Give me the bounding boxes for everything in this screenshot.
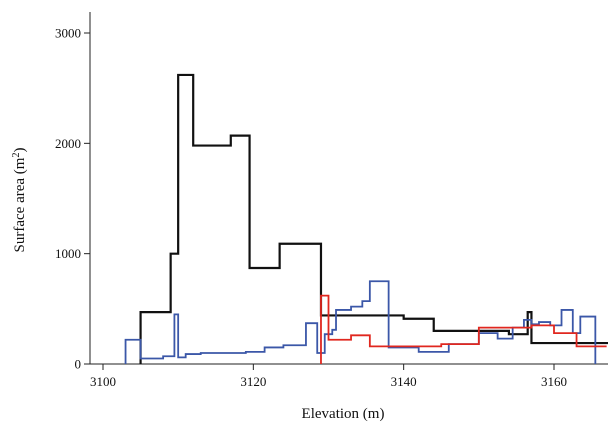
- y-axis-label-superscript: 2: [11, 153, 22, 158]
- x-tick-label: 3160: [541, 374, 567, 389]
- x-tick-label: 3120: [240, 374, 266, 389]
- x-tick-label: 3140: [391, 374, 417, 389]
- y-axis-label-main: Surface area (m: [12, 157, 28, 252]
- y-axis-label-tail: ): [12, 148, 28, 153]
- series-group: [124, 73, 608, 364]
- y-tick-label: 3000: [55, 26, 81, 41]
- y-tick-label: 0: [75, 357, 82, 372]
- y-axis-label: Surface area (m2): [11, 148, 28, 253]
- y-tick-label: 2000: [55, 136, 81, 151]
- x-axis-label: Elevation (m): [302, 406, 385, 422]
- series-line-3: [320, 294, 607, 364]
- series-line-1: [139, 73, 608, 364]
- axes: 0 1000 2000 3000 3100 3120 3140 3160: [55, 12, 608, 389]
- y-tick-label: 1000: [55, 246, 81, 261]
- series-line-2: [124, 280, 597, 364]
- x-tick-label: 3100: [90, 374, 116, 389]
